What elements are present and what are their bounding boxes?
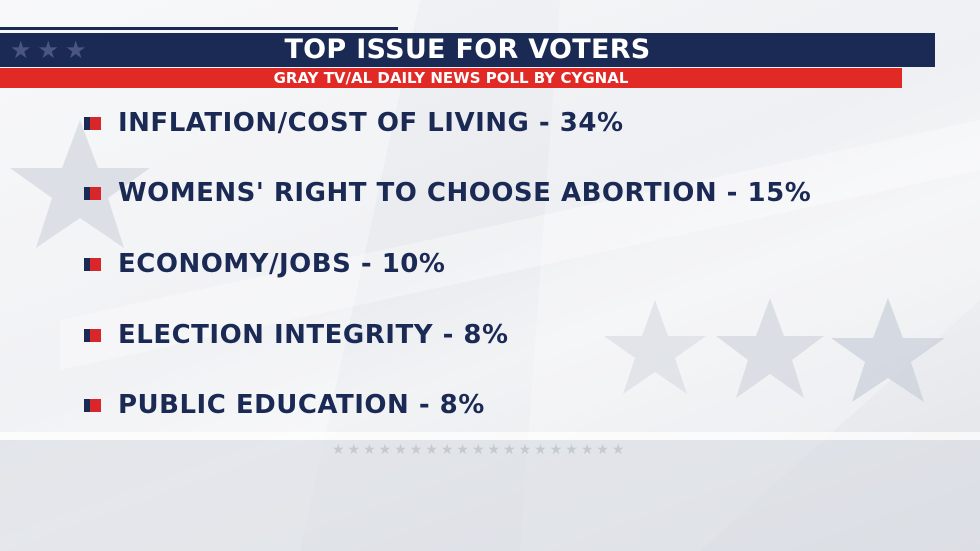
lower-band	[0, 432, 980, 440]
title-bar: ★★★ TOP ISSUE FOR VOTERS	[0, 33, 935, 67]
issue-item: ELECTION INTEGRITY - 8%	[84, 315, 509, 355]
issue-label: PUBLIC EDUCATION - 8%	[118, 390, 485, 420]
issue-label: WOMENS' RIGHT TO CHOOSE ABORTION - 15%	[118, 178, 812, 208]
background-star-icon	[716, 298, 824, 398]
bullet-icon	[84, 257, 101, 271]
issue-label: ELECTION INTEGRITY - 8%	[118, 320, 509, 350]
bullet-icon	[84, 116, 101, 130]
bullet-icon	[84, 328, 101, 342]
top-accent-line	[0, 27, 398, 30]
title-stars-icon: ★★★	[10, 36, 93, 64]
page-title: TOP ISSUE FOR VOTERS	[284, 34, 651, 65]
issue-item: PUBLIC EDUCATION - 8%	[84, 385, 485, 425]
page-subtitle: GRAY TV/AL DAILY NEWS POLL BY CYGNAL	[273, 69, 629, 87]
issue-item: WOMENS' RIGHT TO CHOOSE ABORTION - 15%	[84, 173, 811, 213]
subtitle-bar: GRAY TV/AL DAILY NEWS POLL BY CYGNAL	[0, 68, 902, 88]
bottom-stars-icon: ★★★★★★★★★★★★★★★★★★★	[332, 442, 628, 458]
bullet-icon	[84, 398, 101, 412]
issue-label: ECONOMY/JOBS - 10%	[118, 249, 446, 279]
issue-item: INFLATION/COST OF LIVING - 34%	[84, 103, 624, 143]
issue-label: INFLATION/COST OF LIVING - 34%	[118, 108, 624, 138]
bullet-icon	[84, 186, 101, 200]
background-star-icon	[604, 300, 706, 394]
background-star-icon	[831, 298, 945, 402]
issue-item: ECONOMY/JOBS - 10%	[84, 244, 445, 284]
background-star-icon	[10, 120, 150, 248]
